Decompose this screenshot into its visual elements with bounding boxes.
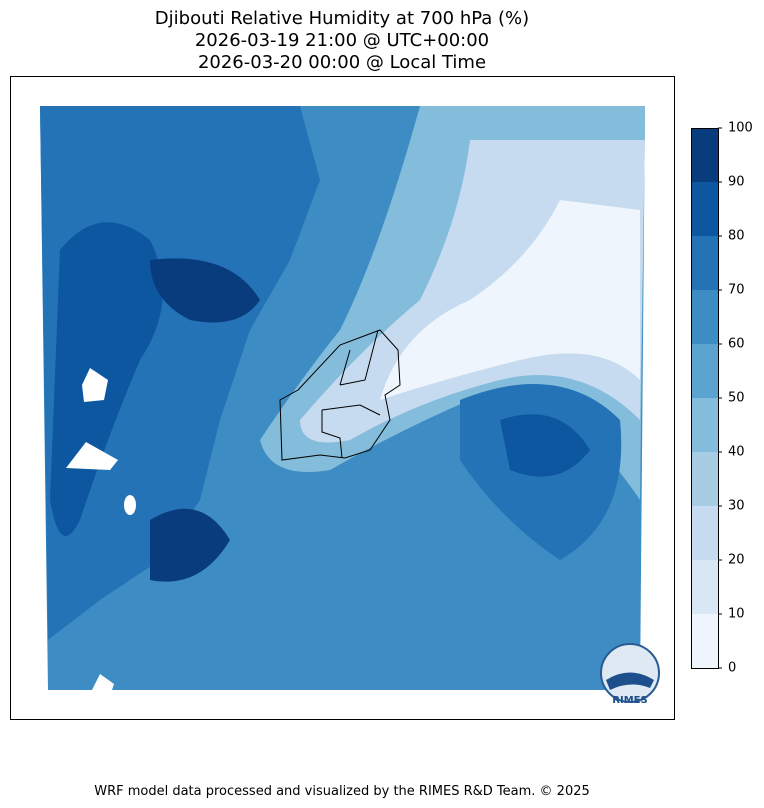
colorbar-segment <box>691 506 718 560</box>
no-data <box>66 442 118 470</box>
tick-label: 70 <box>728 283 745 298</box>
tick-label: 20 <box>728 553 745 568</box>
tick-label: 60 <box>728 337 745 352</box>
tick-label: 30 <box>728 499 745 514</box>
tick-label: 80 <box>728 229 745 244</box>
field <box>500 414 590 477</box>
colorbar-frame <box>691 128 719 669</box>
tick-label: 100 <box>728 121 753 136</box>
footer: WRF model data processed and visualized … <box>94 784 590 799</box>
colorbar-segment <box>691 398 718 452</box>
title-line: 2026-03-20 00:00 @ Local Time <box>198 52 486 73</box>
tick-label: 40 <box>728 445 745 460</box>
map-frame <box>10 76 675 720</box>
title-line: 2026-03-19 21:00 @ UTC+00:00 <box>195 30 489 51</box>
field <box>380 200 640 400</box>
colorbar-segment <box>691 560 718 614</box>
no-data <box>124 495 136 515</box>
colorbar-segment <box>691 290 718 344</box>
logo-wave <box>606 672 654 690</box>
field <box>150 508 230 582</box>
no-data <box>82 368 108 402</box>
colorbar-segment <box>691 344 718 398</box>
colorbar-segment <box>691 128 718 182</box>
colorbar-segment <box>691 236 718 290</box>
tick-label: 0 <box>728 661 736 676</box>
title-line: Djibouti Relative Humidity at 700 hPa (%… <box>155 8 529 29</box>
colorbar-segment <box>691 614 718 668</box>
tick-label: 10 <box>728 607 745 622</box>
no-data <box>92 674 114 690</box>
tick-label: 50 <box>728 391 745 406</box>
admin-border <box>321 329 381 459</box>
country-border <box>279 329 401 461</box>
tick-label: 90 <box>728 175 745 190</box>
colorbar-segment <box>691 452 718 506</box>
field <box>150 258 260 323</box>
map: RIMES <box>40 106 660 706</box>
colorbar-segment <box>691 182 718 236</box>
colorbar: 0 10 20 30 40 50 60 70 80 90 100 <box>691 121 753 676</box>
logo-text: RIMES <box>612 695 647 706</box>
